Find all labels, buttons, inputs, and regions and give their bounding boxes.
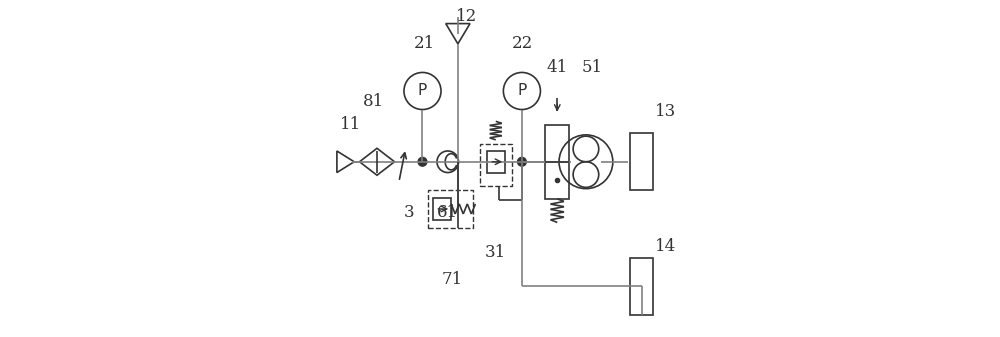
Text: 71: 71 <box>442 271 463 288</box>
Text: 12: 12 <box>456 8 477 25</box>
Bar <box>487 151 505 173</box>
Bar <box>630 133 653 190</box>
Text: 81: 81 <box>363 93 384 110</box>
Text: 21: 21 <box>414 35 435 52</box>
Text: 14: 14 <box>655 238 676 254</box>
Text: 61: 61 <box>437 204 458 221</box>
Bar <box>630 258 653 315</box>
Text: 51: 51 <box>582 59 603 76</box>
Bar <box>428 189 473 228</box>
Text: 13: 13 <box>655 103 676 120</box>
Text: P: P <box>517 84 527 98</box>
Bar <box>545 125 569 199</box>
Text: 22: 22 <box>512 35 533 52</box>
Text: 3: 3 <box>403 204 414 221</box>
Circle shape <box>518 157 526 166</box>
Bar <box>480 144 512 186</box>
Text: 11: 11 <box>340 116 361 133</box>
Text: 41: 41 <box>547 59 568 76</box>
Bar <box>433 198 451 220</box>
Text: 31: 31 <box>485 244 506 261</box>
Text: P: P <box>418 84 427 98</box>
Circle shape <box>418 157 427 166</box>
